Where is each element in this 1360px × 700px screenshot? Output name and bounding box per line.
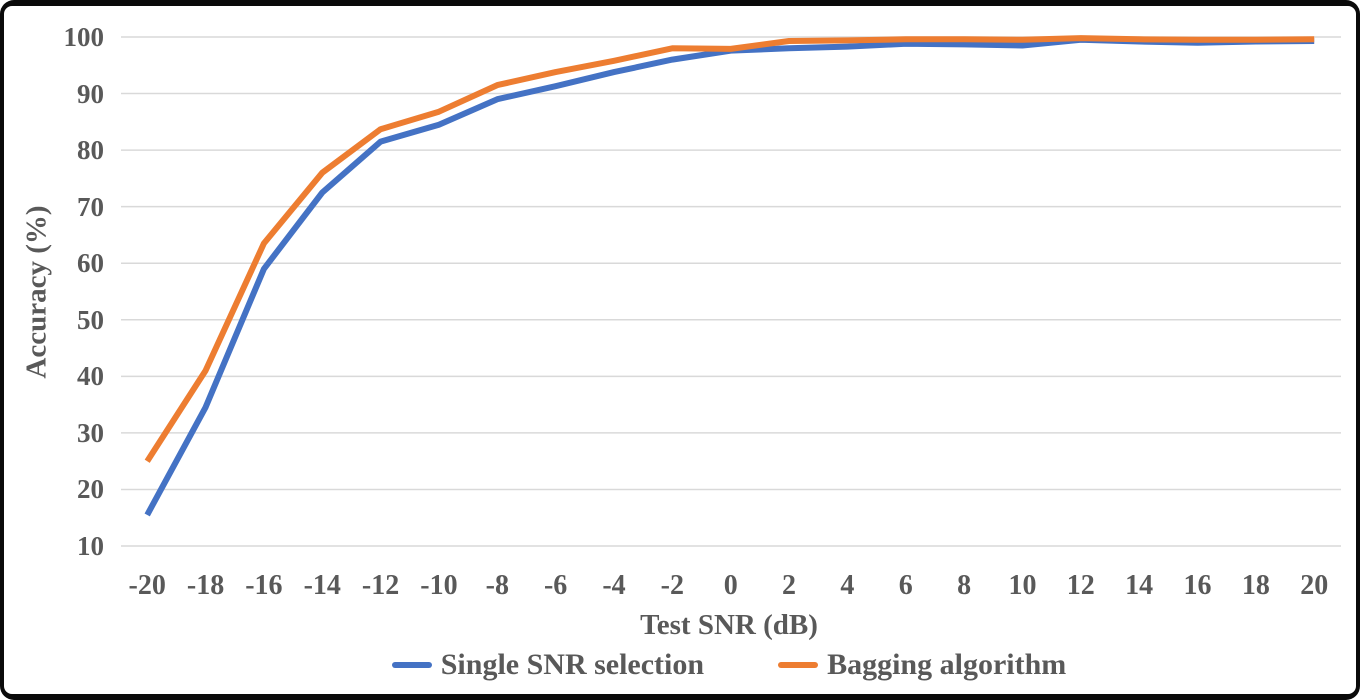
y-tick-label: 10	[77, 531, 104, 561]
series-line-bagging	[144, 35, 1315, 463]
chart-canvas: 100 90 80 70 60 50 40 30 20 10 -20 -18 -16 -14 -12 -10…	[4, 6, 1356, 694]
y-tick-label: 20	[77, 474, 104, 505]
x-tick-label: 2	[782, 570, 797, 601]
x-tick-label: 6	[898, 570, 913, 601]
x-tick-label: 14	[1125, 570, 1154, 601]
y-tick-label: 100	[63, 22, 105, 52]
x-tick-label: -4	[602, 570, 626, 601]
x-tick-label: 20	[1300, 570, 1329, 601]
legend-item-single-snr: Single SNR selection	[391, 648, 705, 681]
series-line-single-snr	[144, 36, 1315, 517]
x-tick-label: 4	[840, 570, 855, 601]
single-snr-line-marker-icon	[391, 662, 432, 668]
x-axis-title: Test SNR (dB)	[640, 609, 818, 641]
x-tick-label: 0	[723, 570, 738, 601]
y-tick-label: 40	[77, 361, 104, 392]
y-tick-label: 50	[77, 304, 104, 335]
x-tick-label: -14	[303, 570, 341, 601]
legend: Single SNR selection Bagging algorithm	[117, 649, 1341, 681]
x-tick-label: -8	[485, 570, 509, 601]
x-tick-label: 18	[1241, 570, 1270, 601]
y-tick-label: 90	[77, 78, 104, 109]
y-tick-label: 60	[77, 248, 104, 279]
x-tick-label: -20	[128, 570, 166, 601]
x-tick-label: 8	[957, 570, 972, 601]
x-tick-label: 10	[1008, 570, 1037, 601]
bagging-line-marker-icon	[778, 662, 819, 668]
x-tick-label: -6	[543, 570, 568, 601]
bagging-legend-label: Bagging algorithm	[827, 648, 1067, 681]
x-tick-label: 16	[1183, 570, 1212, 601]
x-tick-label: -12	[361, 570, 400, 601]
x-tick-label: 12	[1066, 570, 1095, 601]
legend-item-bagging: Bagging algorithm	[778, 649, 1066, 681]
x-tick-label: -2	[660, 570, 684, 601]
y-tick-label: 30	[77, 417, 104, 448]
x-tick-label: -16	[245, 570, 283, 601]
single-snr-legend-label: Single SNR selection	[440, 648, 705, 681]
x-tick-label: -10	[420, 570, 458, 601]
y-tick-label: 80	[77, 135, 104, 166]
y-axis-title: Accuracy (%)	[20, 205, 53, 379]
y-tick-label: 70	[77, 191, 104, 222]
x-tick-label: -18	[186, 570, 225, 601]
